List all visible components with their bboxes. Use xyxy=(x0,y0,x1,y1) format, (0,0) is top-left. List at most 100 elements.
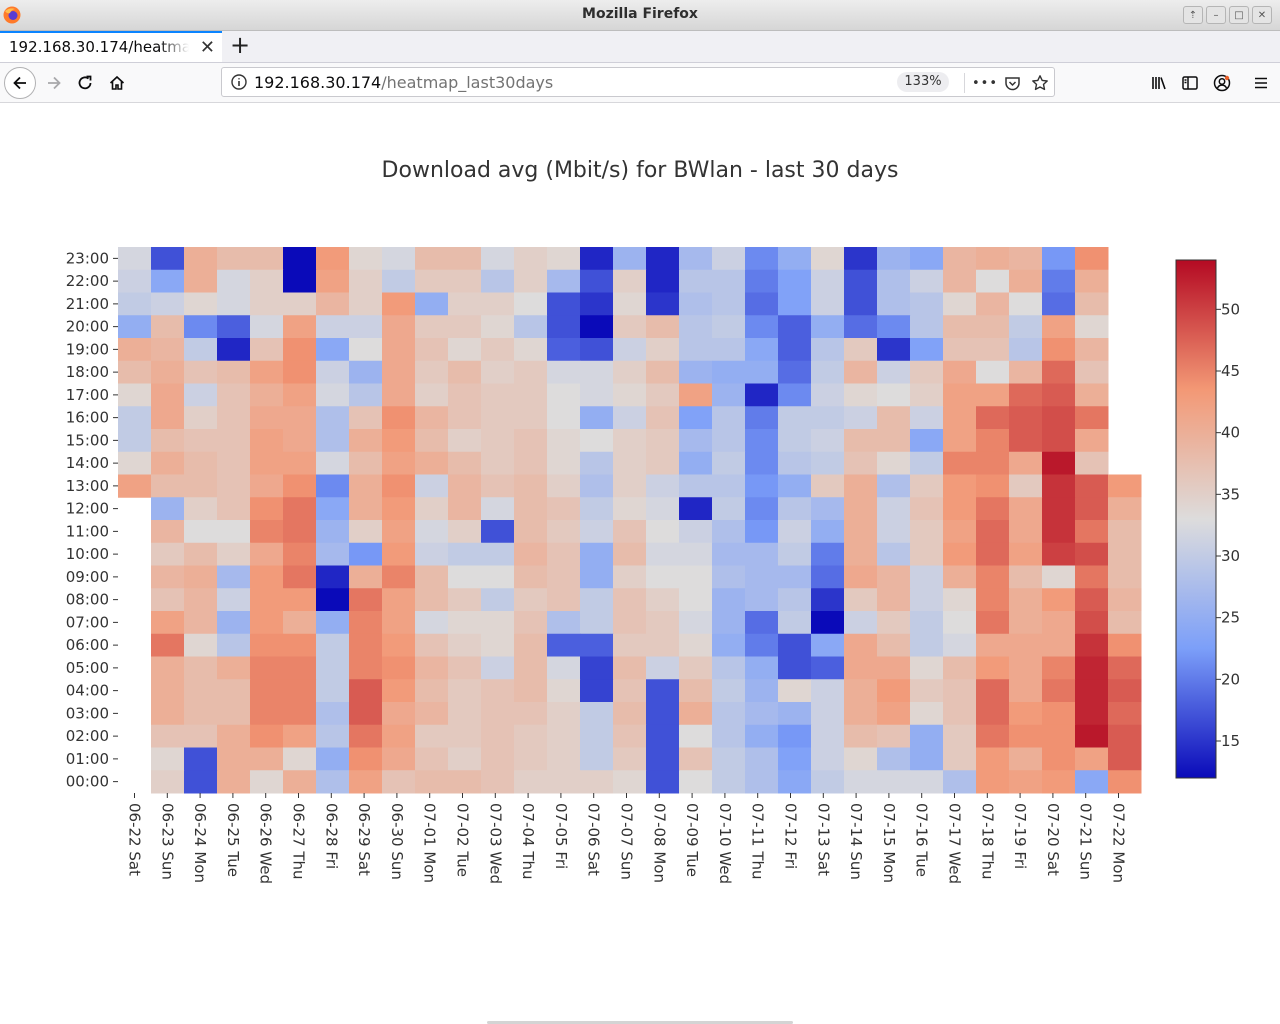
heatmap-cell xyxy=(514,770,548,794)
page-scrollbar[interactable] xyxy=(487,1021,793,1024)
heatmap-cell xyxy=(1042,247,1076,271)
app-menu-button[interactable] xyxy=(1247,70,1275,96)
heatmap-cell xyxy=(415,588,449,612)
heatmap-cell xyxy=(184,679,218,703)
x-tick-label: 06-28 Fri xyxy=(322,803,340,869)
heatmap-cell xyxy=(778,633,812,657)
x-tick-label: 07-09 Tue xyxy=(683,803,701,877)
y-tick-label: 06:00 xyxy=(66,636,109,654)
heatmap-cell xyxy=(1075,542,1109,566)
heatmap-cell xyxy=(547,383,581,407)
pocket-button[interactable] xyxy=(1001,72,1023,94)
new-tab-button[interactable]: + xyxy=(230,31,251,59)
y-tick-label: 18:00 xyxy=(66,363,109,381)
heatmap-cell xyxy=(382,611,416,635)
heatmap-cell xyxy=(712,247,746,271)
back-button[interactable] xyxy=(4,67,36,99)
library-button[interactable] xyxy=(1145,70,1173,96)
zoom-indicator[interactable]: 133% xyxy=(897,72,949,92)
heatmap-cell xyxy=(1108,702,1142,726)
heatmap-cell xyxy=(1009,292,1043,316)
heatmap-cell xyxy=(151,269,185,293)
heatmap-cell xyxy=(1108,565,1142,589)
heatmap-cell xyxy=(580,360,614,384)
heatmap-cell xyxy=(613,497,647,521)
window-maximize-button[interactable]: □ xyxy=(1229,6,1249,24)
account-button[interactable] xyxy=(1208,70,1236,96)
heatmap-cell xyxy=(283,520,317,544)
heatmap-cell xyxy=(349,497,383,521)
heatmap-cell xyxy=(481,429,515,453)
navigation-toolbar: 192.168.30.174/heatmap_last30days 133% •… xyxy=(0,63,1280,103)
heatmap-cell xyxy=(448,702,482,726)
window-close-button[interactable]: ✕ xyxy=(1252,6,1272,24)
heatmap-cell xyxy=(448,770,482,794)
heatmap-cell xyxy=(349,474,383,498)
heatmap-cell xyxy=(481,611,515,635)
heatmap-cell xyxy=(613,702,647,726)
bookmark-star-button[interactable] xyxy=(1029,72,1051,94)
heatmap-cell xyxy=(448,656,482,680)
heatmap-cell xyxy=(481,656,515,680)
heatmap-cell xyxy=(613,633,647,657)
heatmap-cell xyxy=(910,429,944,453)
heatmap-cell xyxy=(976,520,1010,544)
x-tick-label: 07-06 Sat xyxy=(585,803,603,876)
tab-heatmap[interactable]: 192.168.30.174/heatmap_last30days ✕ xyxy=(0,31,222,62)
heatmap-cell xyxy=(811,360,845,384)
info-icon[interactable] xyxy=(230,73,248,91)
heatmap-cell xyxy=(646,315,680,339)
heatmap-cell xyxy=(811,474,845,498)
heatmap-cell xyxy=(943,588,977,612)
y-tick-label: 17:00 xyxy=(66,386,109,404)
window-pin-button[interactable]: ⇡ xyxy=(1183,6,1203,24)
x-tick-label: 07-11 Thu xyxy=(749,803,767,880)
heatmap-cell xyxy=(646,474,680,498)
heatmap-cell xyxy=(151,429,185,453)
heatmap-cell xyxy=(811,497,845,521)
reload-button[interactable] xyxy=(71,70,99,96)
heatmap-cell xyxy=(778,292,812,316)
heatmap-cell xyxy=(283,360,317,384)
heatmap-cell xyxy=(943,406,977,430)
heatmap-cell xyxy=(745,247,779,271)
heatmap-cell xyxy=(877,588,911,612)
sidebar-button[interactable] xyxy=(1176,70,1204,96)
heatmap-cell xyxy=(382,679,416,703)
page-actions-button[interactable]: ••• xyxy=(972,75,999,91)
heatmap-cell xyxy=(118,338,152,362)
address-bar[interactable]: 192.168.30.174/heatmap_last30days 133% •… xyxy=(221,67,1055,97)
heatmap-cell xyxy=(481,702,515,726)
menu-icon xyxy=(1255,77,1267,89)
heatmap-cell xyxy=(217,247,251,271)
heatmap-cell xyxy=(1075,451,1109,475)
heatmap-cell xyxy=(283,679,317,703)
heatmap-cell xyxy=(151,451,185,475)
heatmap-cell xyxy=(316,702,350,726)
url-text[interactable]: 192.168.30.174/heatmap_last30days xyxy=(254,73,553,92)
heatmap-cell xyxy=(514,679,548,703)
heatmap-cell xyxy=(217,542,251,566)
x-tick-label: 07-01 Mon xyxy=(421,803,439,883)
heatmap-cell xyxy=(811,633,845,657)
heatmap-cell xyxy=(217,451,251,475)
heatmap-cell xyxy=(382,724,416,748)
window-minimize-button[interactable]: – xyxy=(1206,6,1226,24)
heatmap-cell xyxy=(745,360,779,384)
heatmap-cell xyxy=(448,474,482,498)
heatmap-cell xyxy=(349,292,383,316)
heatmap-cell xyxy=(1009,497,1043,521)
heatmap-cell xyxy=(1108,656,1142,680)
heatmap-cell xyxy=(976,679,1010,703)
heatmap-cell xyxy=(514,383,548,407)
heatmap-cell xyxy=(844,520,878,544)
heatmap-cell xyxy=(646,406,680,430)
home-button[interactable] xyxy=(103,70,131,96)
tab-close-icon[interactable]: ✕ xyxy=(199,37,215,58)
forward-button[interactable] xyxy=(40,70,68,96)
heatmap-cell xyxy=(250,451,284,475)
heatmap-cell xyxy=(910,542,944,566)
y-tick-label: 08:00 xyxy=(66,591,109,609)
heatmap-cell xyxy=(712,633,746,657)
heatmap-cell xyxy=(1075,565,1109,589)
